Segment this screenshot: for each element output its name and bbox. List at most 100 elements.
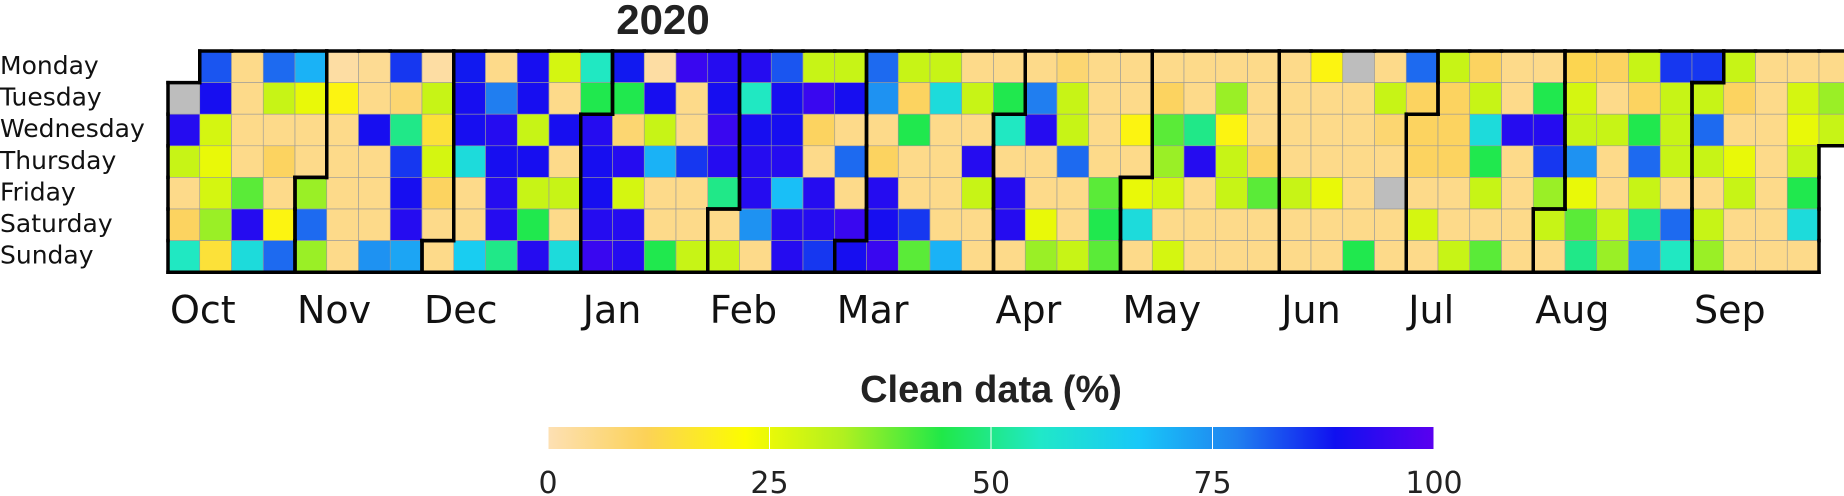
heatmap-cell (993, 113, 1026, 147)
heatmap-cell (897, 145, 931, 178)
heatmap-cell (294, 145, 328, 178)
heatmap-cell (1247, 145, 1280, 178)
heatmap-cell (1691, 82, 1725, 115)
heatmap-cell (1374, 50, 1407, 83)
heatmap-cell (1755, 240, 1788, 273)
heatmap-cell (802, 208, 836, 241)
heatmap-cell (612, 50, 645, 83)
heatmap-cell (866, 177, 899, 210)
heatmap-cell (675, 145, 709, 178)
heatmap-cell (167, 113, 201, 147)
heatmap-cell (389, 177, 423, 210)
heatmap-cell (1659, 208, 1693, 241)
heatmap-cell (1120, 82, 1153, 115)
heatmap-cell (1596, 240, 1629, 273)
heatmap-cell (1183, 82, 1217, 115)
heatmap-cell (453, 177, 486, 210)
heatmap-cell (262, 82, 296, 115)
heatmap-cell (1310, 145, 1344, 178)
heatmap-cell (1532, 240, 1566, 273)
heatmap-cell (1405, 208, 1439, 241)
heatmap-cell (1501, 145, 1534, 178)
heatmap-cell (262, 145, 296, 178)
weekday-label: Wednesday (0, 114, 145, 143)
colorbar-tick-label: 75 (1193, 466, 1231, 496)
heatmap-cell (326, 145, 359, 178)
heatmap-cell (1215, 208, 1248, 241)
colorbar-tick-label: 50 (972, 466, 1010, 496)
heatmap-cell (421, 82, 455, 115)
heatmap-cell (770, 145, 804, 178)
heatmap-cell (1628, 145, 1661, 178)
heatmap-cell (770, 50, 804, 83)
heatmap-cell (580, 82, 613, 115)
heatmap-cell (1024, 240, 1058, 273)
heatmap-cell (231, 208, 264, 241)
heatmap-cell (167, 177, 201, 210)
heatmap-cell (453, 82, 486, 115)
heatmap-cell (1342, 208, 1375, 241)
heatmap-cell (897, 82, 931, 115)
weekday-label: Thursday (0, 146, 116, 175)
heatmap-cell (1120, 50, 1153, 83)
colorbar-title: Clean data (%) (860, 369, 1122, 411)
heatmap-cell (199, 240, 232, 273)
heatmap-cell (389, 113, 423, 147)
heatmap-cell (516, 177, 550, 210)
heatmap-cell (262, 208, 296, 241)
colorbar-ticks: 0 25 50 75 100 (538, 427, 1463, 496)
heatmap-cell (1786, 240, 1820, 273)
heatmap-cell (1723, 208, 1756, 241)
heatmap-cell (770, 177, 804, 210)
heatmap-cell (1786, 50, 1820, 83)
heatmap-cell (485, 240, 518, 273)
heatmap-cell (1596, 145, 1629, 178)
heatmap-cell (929, 50, 963, 83)
heatmap-cell (485, 177, 518, 210)
heatmap-cell (548, 113, 582, 147)
weekday-label: Sunday (0, 241, 94, 270)
heatmap-cell (548, 145, 582, 178)
heatmap-cell (421, 113, 455, 147)
heatmap-cell (453, 145, 486, 178)
heatmap-cell (993, 50, 1026, 83)
heatmap-cell (358, 240, 391, 273)
heatmap-cell (643, 240, 677, 273)
month-labels: Oct Nov Dec Jan Feb Mar Apr May Jun Jul Aug Sep (170, 288, 1766, 332)
heatmap-cell (358, 145, 391, 178)
heatmap-cell (1278, 113, 1312, 147)
heatmap-cell (167, 240, 201, 273)
heatmap-cell (1628, 113, 1661, 147)
heatmap-cell (1056, 82, 1090, 115)
heatmap-cell (1215, 113, 1248, 147)
heatmap-cell (802, 177, 836, 210)
heatmap-cell (1405, 177, 1439, 210)
heatmap-cell (485, 50, 518, 83)
heatmap-cell (834, 208, 867, 241)
heatmap-cell (993, 145, 1026, 178)
heatmap-cell (1088, 240, 1121, 273)
heatmap-cell (1723, 82, 1756, 115)
heatmap-cell (358, 113, 391, 147)
heatmap-cell (1755, 113, 1788, 147)
heatmap-cell (1024, 145, 1058, 178)
heatmap-cell (1056, 177, 1090, 210)
heatmap-cell (961, 145, 994, 178)
heatmap-cell (1659, 240, 1693, 273)
month-label: Apr (996, 288, 1062, 332)
heatmap-cell (294, 208, 328, 241)
heatmap-cell (1278, 208, 1312, 241)
heatmap-cell (1310, 177, 1344, 210)
heatmap-cell (1501, 177, 1534, 210)
heatmap-cell (1342, 50, 1375, 83)
heatmap-cell (389, 82, 423, 115)
heatmap-cell (1532, 113, 1566, 147)
heatmap-cell (897, 177, 931, 210)
heatmap-cell (1469, 50, 1502, 83)
heatmap-cell (1247, 82, 1280, 115)
heatmap-cell (231, 177, 264, 210)
heatmap-cell (897, 240, 931, 273)
heatmap-cell (294, 82, 328, 115)
heatmap-cell (389, 208, 423, 241)
